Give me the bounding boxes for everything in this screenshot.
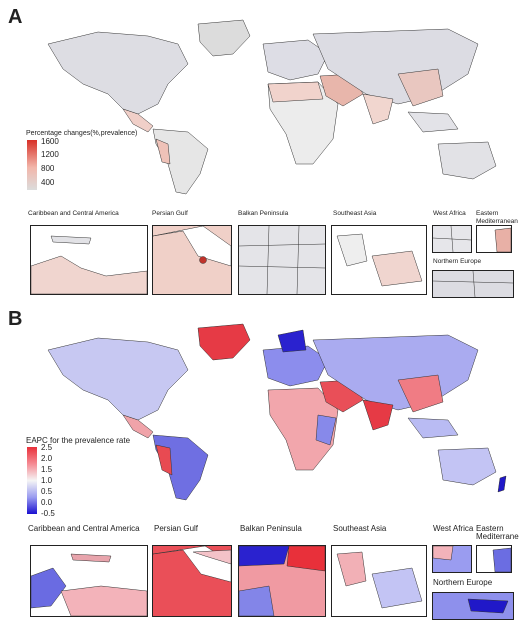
europe-b (262, 345, 329, 387)
legend-tick-b: 1.5 (41, 465, 53, 474)
legend-tick-b: -0.5 (41, 509, 55, 518)
legend-tick-b: 0.5 (41, 487, 53, 496)
north-america-b (47, 337, 189, 421)
legend-title-b: EAPC for the prevalence rate (26, 436, 131, 445)
legend-colorbar-b (27, 447, 37, 514)
inset-label-persian-gulf-b: Persian Gulf (154, 524, 199, 533)
inset-label-eastern-med-a: Eastern Mediterranean (476, 210, 518, 225)
scandinavia-b (277, 329, 307, 353)
greenland-a (197, 19, 251, 57)
inset-label-caribbean-a: Caribbean and Central America (28, 210, 119, 217)
southeast-asia-a (407, 111, 459, 133)
africa-east-b (315, 414, 337, 446)
inset-persian-gulf-a (152, 225, 232, 295)
south-asia-a (362, 93, 394, 125)
inset-label-northern-europe-a: Northern Europe (433, 258, 482, 265)
new-zealand-b (497, 475, 507, 493)
inset-label-west-africa-b: West Africa (433, 524, 474, 533)
inset-caribbean-b (30, 545, 148, 617)
central-america-a (122, 108, 154, 133)
north-america-a (47, 31, 189, 115)
legend-tick-b: 1.0 (41, 476, 53, 485)
inset-label-southeast-asia-a: Southeast Asia (333, 210, 377, 217)
legend-tick-a: 1200 (41, 150, 59, 159)
inset-balkan-b (238, 545, 326, 617)
australia-a (437, 141, 497, 180)
inset-label-balkan-a: Balkan Peninsula (238, 210, 289, 217)
panel-b-letter: B (8, 308, 23, 330)
south-america-a (152, 128, 209, 195)
legend-tick-b: 2.0 (41, 454, 53, 463)
inset-southeast-asia-a (331, 225, 427, 295)
inset-west-africa-b (432, 545, 472, 573)
africa-north-a (267, 81, 324, 103)
east-asia-b (397, 374, 444, 413)
legend-tick-b: 0.0 (41, 498, 53, 507)
inset-caribbean-a (30, 225, 148, 295)
inset-eastern-med-b (476, 545, 512, 573)
inset-southeast-asia-b (331, 545, 427, 617)
inset-label-caribbean-b: Caribbean and Central America (28, 524, 140, 533)
east-asia-a (397, 68, 444, 107)
greenland-b (197, 323, 251, 361)
legend-title-a: Percentage changes(%,prevalence) (26, 130, 138, 137)
inset-northern-europe-b (432, 592, 514, 620)
inset-eastern-med-a (476, 225, 512, 253)
inset-label-west-africa-a: West Africa (433, 210, 466, 217)
inset-label-eastern-med-b: Eastern Mediterrane (476, 524, 519, 541)
inset-label-southeast-asia-b: Southeast Asia (333, 524, 387, 533)
inset-label-persian-gulf-a: Persian Gulf (152, 210, 188, 217)
central-america-b (122, 414, 154, 439)
southeast-asia-b (407, 417, 459, 439)
inset-persian-gulf-b (152, 545, 232, 617)
legend-tick-a: 400 (41, 178, 55, 187)
south-america-west-b (155, 444, 173, 476)
europe-a (262, 39, 329, 81)
world-map-a (47, 19, 497, 195)
inset-label-northern-europe-b: Northern Europe (433, 578, 493, 587)
legend-tick-b: 2.5 (41, 443, 53, 452)
legend-colorbar-a (27, 140, 37, 190)
inset-balkan-a (238, 225, 326, 295)
inset-northern-europe-a (432, 270, 514, 298)
legend-tick-a: 800 (41, 164, 55, 173)
inset-west-africa-a (432, 225, 472, 253)
inset-label-balkan-b: Balkan Peninsula (240, 524, 302, 533)
panel-a-letter: A (8, 6, 23, 28)
world-map-b (47, 323, 507, 501)
australia-b (437, 447, 497, 486)
south-asia-b (362, 399, 394, 431)
south-america-west-a (155, 138, 171, 165)
legend-tick-a: 1600 (41, 137, 59, 146)
